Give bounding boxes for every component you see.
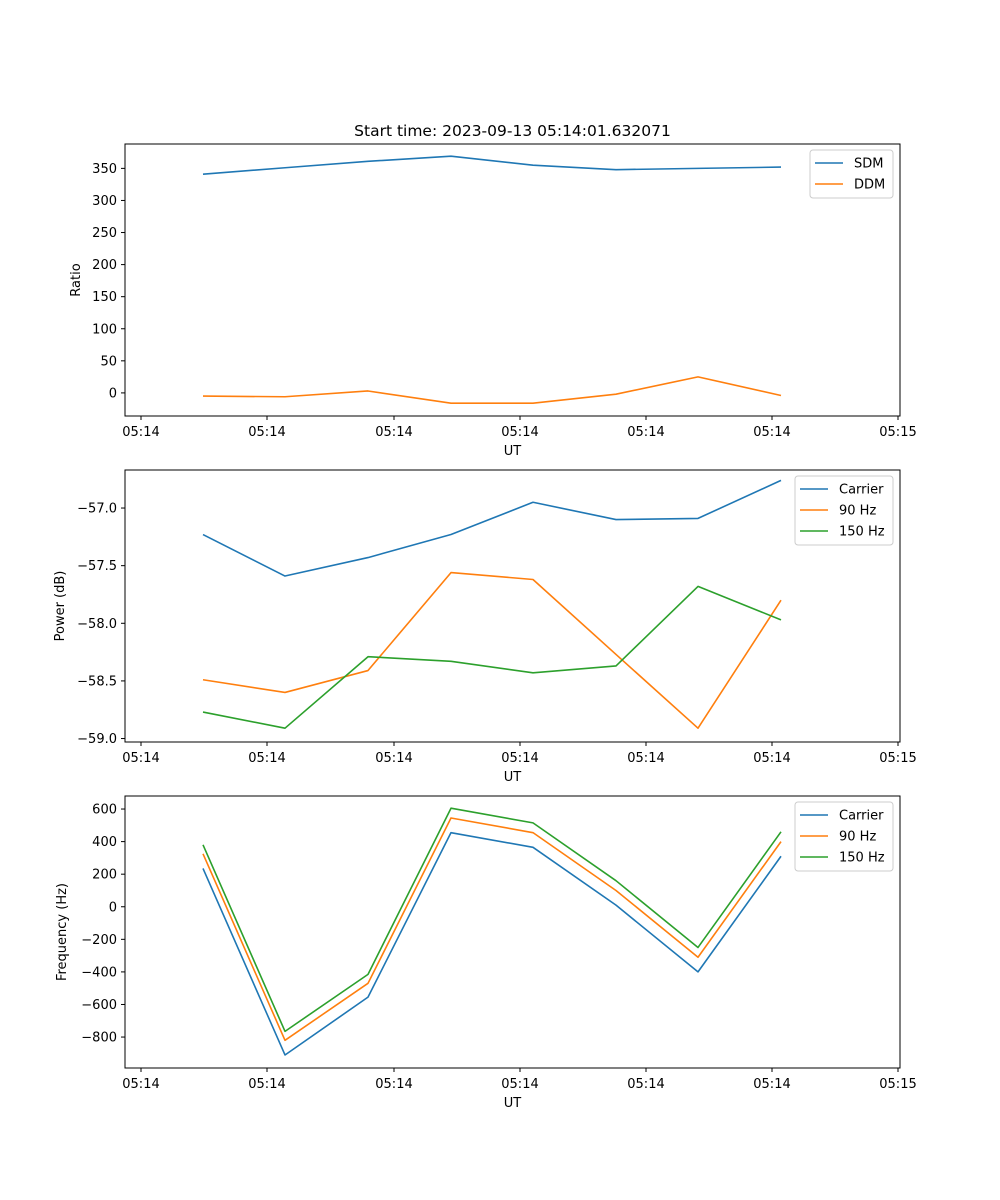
panel-1: 0 50 100 150 200 250 300 350 05:14 05:14 05:14 05:1… — [69, 143, 917, 459]
plot-frame — [124, 469, 901, 743]
y-tick-label: 150 — [92, 290, 117, 305]
x-tick-label: 05:14 — [375, 751, 412, 766]
y-axis-label: Frequency (Hz) — [55, 883, 70, 981]
y-tick-label: 200 — [92, 868, 117, 883]
x-tick-label: 05:14 — [753, 1077, 790, 1092]
x-tick-label: 05:14 — [375, 1077, 412, 1092]
legend-box — [809, 149, 894, 199]
x-tick-label: 05:14 — [122, 751, 159, 766]
x-tick-label: 05:14 — [501, 751, 538, 766]
x-tick-label: 05:14 — [501, 1077, 538, 1092]
x-tick-label: 05:14 — [627, 425, 664, 440]
y-tick-label: 50 — [100, 354, 117, 369]
y-tick-label: 100 — [92, 322, 117, 337]
y-axis-label: Ratio — [69, 263, 84, 296]
legend: Carrier 90 Hz 150 Hz — [794, 475, 894, 546]
legend-box — [794, 801, 894, 872]
legend: SDM DDM — [809, 149, 894, 199]
y-tick-label: 300 — [92, 194, 117, 209]
legend-label: 90 Hz — [839, 830, 876, 845]
legend-label: DDM — [854, 178, 885, 193]
y-tick-label: −200 — [81, 933, 117, 948]
y-tick-label: −600 — [81, 998, 117, 1013]
x-axis-label: UT — [504, 770, 522, 785]
x-tick-label: 05:15 — [879, 751, 916, 766]
series-line-ddm — [202, 376, 782, 404]
series-line-90-hz — [202, 571, 782, 729]
series-line-90-hz — [202, 817, 782, 1042]
y-tick-label: 350 — [92, 162, 117, 177]
x-tick-label: 05:14 — [753, 751, 790, 766]
y-axis-label: Power (dB) — [53, 571, 68, 642]
series-line-carrier — [202, 479, 782, 577]
series-line-150-hz — [202, 807, 782, 1033]
chart-title: Start time: 2023-09-13 05:14:01.632071 — [354, 122, 671, 140]
y-tick-label: −57.0 — [77, 502, 117, 517]
x-tick-label: 05:14 — [122, 425, 159, 440]
plot-frame — [124, 795, 901, 1069]
x-tick-label: 05:14 — [248, 425, 285, 440]
y-tick-label: −59.0 — [77, 732, 117, 747]
legend-label: SDM — [854, 157, 883, 172]
series-line-carrier — [202, 831, 782, 1056]
series-line-150-hz — [202, 585, 782, 729]
x-tick-label: 05:14 — [627, 1077, 664, 1092]
y-tick-label: 0 — [109, 900, 117, 915]
series-line-sdm — [202, 155, 782, 175]
y-tick-label: 400 — [92, 835, 117, 850]
y-tick-label: −58.5 — [77, 674, 117, 689]
x-axis-label: UT — [504, 1096, 522, 1111]
y-tick-label: −400 — [81, 965, 117, 980]
panel-2: −59.0 −58.5 −58.0 −57.5 −57.0 05:14 05:14 05:14… — [53, 469, 917, 785]
x-tick-label: 05:14 — [375, 425, 412, 440]
y-tick-label: −58.0 — [77, 617, 117, 632]
x-tick-label: 05:14 — [753, 425, 790, 440]
y-tick-label: 250 — [92, 226, 117, 241]
legend-box — [794, 475, 894, 546]
legend: Carrier 90 Hz 150 Hz — [794, 801, 894, 872]
x-tick-label: 05:15 — [879, 1077, 916, 1092]
x-tick-label: 05:14 — [627, 751, 664, 766]
x-tick-label: 05:15 — [879, 425, 916, 440]
panel-3: −800 −600 −400 −200 0 200 400 600 05:14 05:14 05:1… — [55, 795, 917, 1111]
y-tick-label: −800 — [81, 1031, 117, 1046]
x-tick-label: 05:14 — [501, 425, 538, 440]
legend-label: Carrier — [839, 809, 884, 824]
legend-label: 150 Hz — [839, 851, 885, 866]
x-axis-label: UT — [504, 444, 522, 459]
plot-frame — [124, 143, 901, 417]
y-tick-label: 600 — [92, 803, 117, 818]
legend-label: 90 Hz — [839, 504, 876, 519]
x-tick-label: 05:14 — [122, 1077, 159, 1092]
legend-label: Carrier — [839, 483, 884, 498]
x-tick-label: 05:14 — [248, 751, 285, 766]
y-tick-label: −57.5 — [77, 559, 117, 574]
y-tick-label: 0 — [109, 386, 117, 401]
x-tick-label: 05:14 — [248, 1077, 285, 1092]
y-tick-label: 200 — [92, 258, 117, 273]
legend-label: 150 Hz — [839, 525, 885, 540]
